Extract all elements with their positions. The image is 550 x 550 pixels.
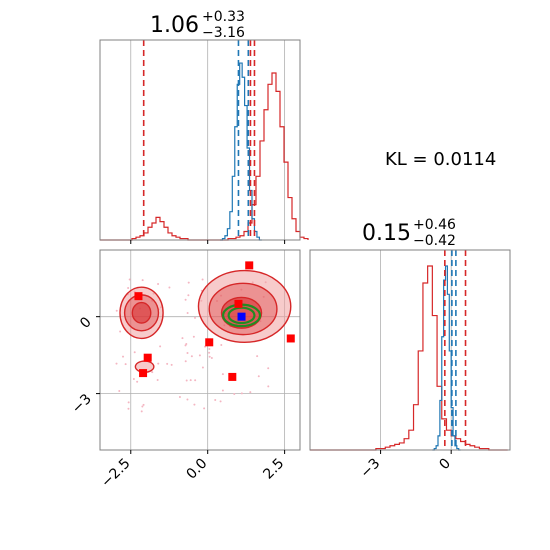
scatter-point (220, 344, 223, 347)
scatter-point (186, 398, 189, 401)
hist-series-blue-param1 (220, 62, 262, 241)
hist-series-red-param2 (310, 265, 508, 451)
scatter-point (189, 379, 192, 382)
panel-frame (309, 249, 511, 451)
scatter-point (186, 312, 189, 315)
marker-red (286, 334, 295, 343)
scatter-point (256, 355, 259, 358)
scatter-point (128, 278, 131, 281)
scatter-point (157, 362, 160, 365)
scatter-point (193, 403, 196, 406)
scatter-point (187, 281, 190, 284)
panel-frame (99, 39, 301, 241)
scatter-point (136, 380, 139, 383)
scatter-point (267, 385, 270, 388)
kl-annotation: KL = 0.0114 (385, 149, 496, 170)
scatter-point (192, 335, 195, 338)
marker-red (205, 338, 214, 347)
scatter-point (267, 367, 270, 370)
scatter-point (208, 351, 211, 354)
marker-red (134, 292, 143, 301)
scatter-point (127, 287, 130, 290)
x-tick-label-param1: 0.0 (183, 456, 210, 483)
scatter-point (219, 400, 222, 403)
scatter-point (210, 356, 213, 359)
scatter-point (194, 379, 197, 382)
scatter-point (127, 401, 130, 404)
scatter-point (184, 298, 187, 301)
scatter-point (187, 294, 190, 297)
scatter-point (203, 407, 206, 410)
scatter-point (156, 378, 159, 381)
scatter-point (214, 399, 217, 402)
param2-title-plus: +0.46 (413, 217, 456, 233)
scatter-point (142, 403, 145, 406)
marker-red (143, 353, 152, 362)
scatter-point (184, 360, 187, 363)
scatter-point (186, 351, 189, 354)
marker-red (139, 369, 148, 378)
param1-title-value: 1.06 (150, 13, 199, 38)
scatter-point (141, 405, 144, 408)
panel-frame (99, 249, 301, 451)
scatter-point (151, 371, 154, 374)
marker-red (228, 372, 237, 381)
histogram-panel-param2 (309, 249, 511, 451)
scatter-point (133, 351, 136, 354)
scatter-point (240, 392, 243, 395)
scatter-point (159, 345, 162, 348)
hist-series-red-param1 (100, 72, 309, 241)
scatter-point (184, 344, 187, 347)
scatter-point (141, 279, 144, 282)
scatter-point (119, 330, 122, 333)
param1-title-minus: −3.16 (202, 25, 245, 41)
scatter-point (208, 347, 211, 350)
scatter-point (190, 355, 193, 358)
marker-blue (237, 312, 246, 321)
param2-title-minus: −0.42 (413, 233, 456, 249)
scatter-point (208, 355, 211, 358)
scatter-point (118, 389, 121, 392)
scatter-point (257, 375, 260, 378)
scatter-point (122, 355, 125, 358)
scatter-point (198, 354, 201, 357)
scatter-point (221, 373, 224, 376)
scatter-point (132, 378, 135, 381)
scatter-point (166, 362, 169, 365)
histogram-panel-param1 (99, 39, 309, 241)
marker-red (245, 261, 254, 270)
x-tick-label-param1: −2.5 (98, 456, 133, 491)
marker-red (234, 299, 243, 308)
scatter-point (127, 407, 130, 410)
x-tick-label-param1: 2.5 (260, 456, 287, 483)
scatter-point (140, 410, 143, 413)
scatter-point (181, 337, 184, 340)
scatter-point (124, 363, 127, 366)
param2-title-value: 0.15 (362, 221, 411, 246)
scatter-point (178, 395, 181, 398)
scatter-point (249, 391, 252, 394)
scatter-point (201, 278, 204, 281)
joint-panel (99, 249, 301, 451)
scatter-point (157, 283, 160, 286)
x-tick-label-param2: 0 (436, 456, 454, 474)
scatter-point (115, 309, 118, 312)
param1-title-plus: +0.33 (202, 9, 245, 25)
scatter-point (194, 316, 197, 319)
x-tick-label-param2: −3 (358, 456, 384, 482)
scatter-point (115, 362, 118, 365)
y-tick-label-param2: −3 (69, 391, 95, 417)
scatter-point (201, 366, 204, 369)
scatter-point (170, 363, 173, 366)
y-tick-label-param2: 0 (77, 314, 95, 332)
scatter-point (233, 392, 236, 395)
scatter-point (221, 389, 224, 392)
scatter-point (168, 286, 171, 289)
scatter-point (185, 379, 188, 382)
contour-red-inner (131, 301, 152, 324)
